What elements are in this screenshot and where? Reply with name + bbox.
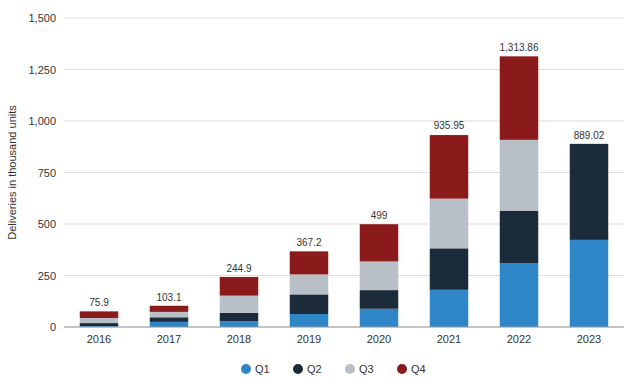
grid-line	[64, 327, 624, 328]
legend-marker	[345, 364, 355, 374]
legend-label: Q1	[255, 363, 270, 375]
bar-segment	[220, 277, 259, 296]
grid	[64, 18, 624, 327]
y-tick-label: 500	[38, 218, 56, 230]
legend-marker	[397, 364, 407, 374]
grid-line	[64, 18, 624, 19]
legend-marker	[241, 364, 251, 374]
x-tick-label: 2019	[297, 333, 321, 345]
total-label: 499	[371, 210, 388, 221]
y-tick-label: 250	[38, 270, 56, 282]
total-label: 889.02	[574, 130, 605, 141]
bar-segment	[570, 144, 609, 240]
bar-segment	[500, 211, 539, 263]
x-tick-label: 2018	[227, 333, 251, 345]
legend: Q1 Q2 Q3 Q4	[241, 363, 426, 375]
total-label: 1,313.86	[500, 42, 539, 53]
bar-segment	[80, 323, 119, 326]
y-tick-label: 1,000	[28, 115, 56, 127]
x-tick-label: 2022	[507, 333, 531, 345]
grid-line	[64, 224, 624, 225]
bars	[80, 56, 609, 327]
bar-segment	[360, 224, 399, 261]
grid-line	[64, 69, 624, 70]
bar-segment	[80, 318, 119, 323]
legend-marker	[293, 364, 303, 374]
bar-segment	[150, 312, 189, 317]
bar-segment	[360, 290, 399, 309]
chart: 0 250 500 750 1,000 1,250 1,500 Deliveries in t…	[0, 0, 640, 389]
bar-segment	[430, 199, 469, 249]
x-tick-label: 2017	[157, 333, 181, 345]
bar-segment	[570, 143, 609, 144]
bar-segment	[290, 274, 329, 294]
y-tick-label: 750	[38, 167, 56, 179]
y-tick-label: 1,250	[28, 64, 56, 76]
bar-segment	[290, 314, 329, 327]
bar-segment	[500, 140, 539, 211]
x-tick-label: 2023	[577, 333, 601, 345]
total-label: 244.9	[226, 263, 251, 274]
bar-segment	[290, 251, 329, 274]
legend-label: Q3	[359, 363, 374, 375]
total-label: 75.9	[89, 297, 109, 308]
chart-container: 0 250 500 750 1,000 1,250 1,500 Deliveries in t…	[0, 0, 640, 389]
bar-segment	[430, 248, 469, 289]
bar-segment	[150, 322, 189, 327]
bar-segment	[430, 290, 469, 327]
grid-line	[64, 172, 624, 173]
x-tick-label: 2020	[367, 333, 391, 345]
legend-label: Q2	[307, 363, 322, 375]
bar-segment	[360, 261, 399, 290]
x-tick-label: 2016	[87, 333, 111, 345]
x-axis-line	[64, 327, 624, 328]
bar-segment	[150, 317, 189, 322]
bar-segment	[570, 143, 609, 144]
bar-segment	[220, 296, 259, 313]
bar-segment	[80, 311, 119, 318]
grid-line	[64, 121, 624, 122]
total-label: 103.1	[156, 292, 181, 303]
bar-segment	[430, 135, 469, 199]
x-tick-label: 2021	[437, 333, 461, 345]
bar-segment	[500, 56, 539, 139]
grid-line	[64, 275, 624, 276]
total-label: 935.95	[434, 120, 465, 131]
bar-segment	[220, 313, 259, 321]
bar-segment	[220, 321, 259, 327]
y-tick-label: 0	[50, 321, 56, 333]
y-tick-label: 1,500	[28, 12, 56, 24]
total-label: 367.2	[296, 237, 321, 248]
legend-label: Q4	[411, 363, 426, 375]
bar-segment	[570, 240, 609, 327]
bar-segment	[500, 263, 539, 327]
y-axis-label: Deliveries in thousand units	[6, 105, 18, 240]
bar-segment	[290, 294, 329, 314]
bar-segment	[360, 309, 399, 327]
bar-segment	[150, 306, 189, 312]
